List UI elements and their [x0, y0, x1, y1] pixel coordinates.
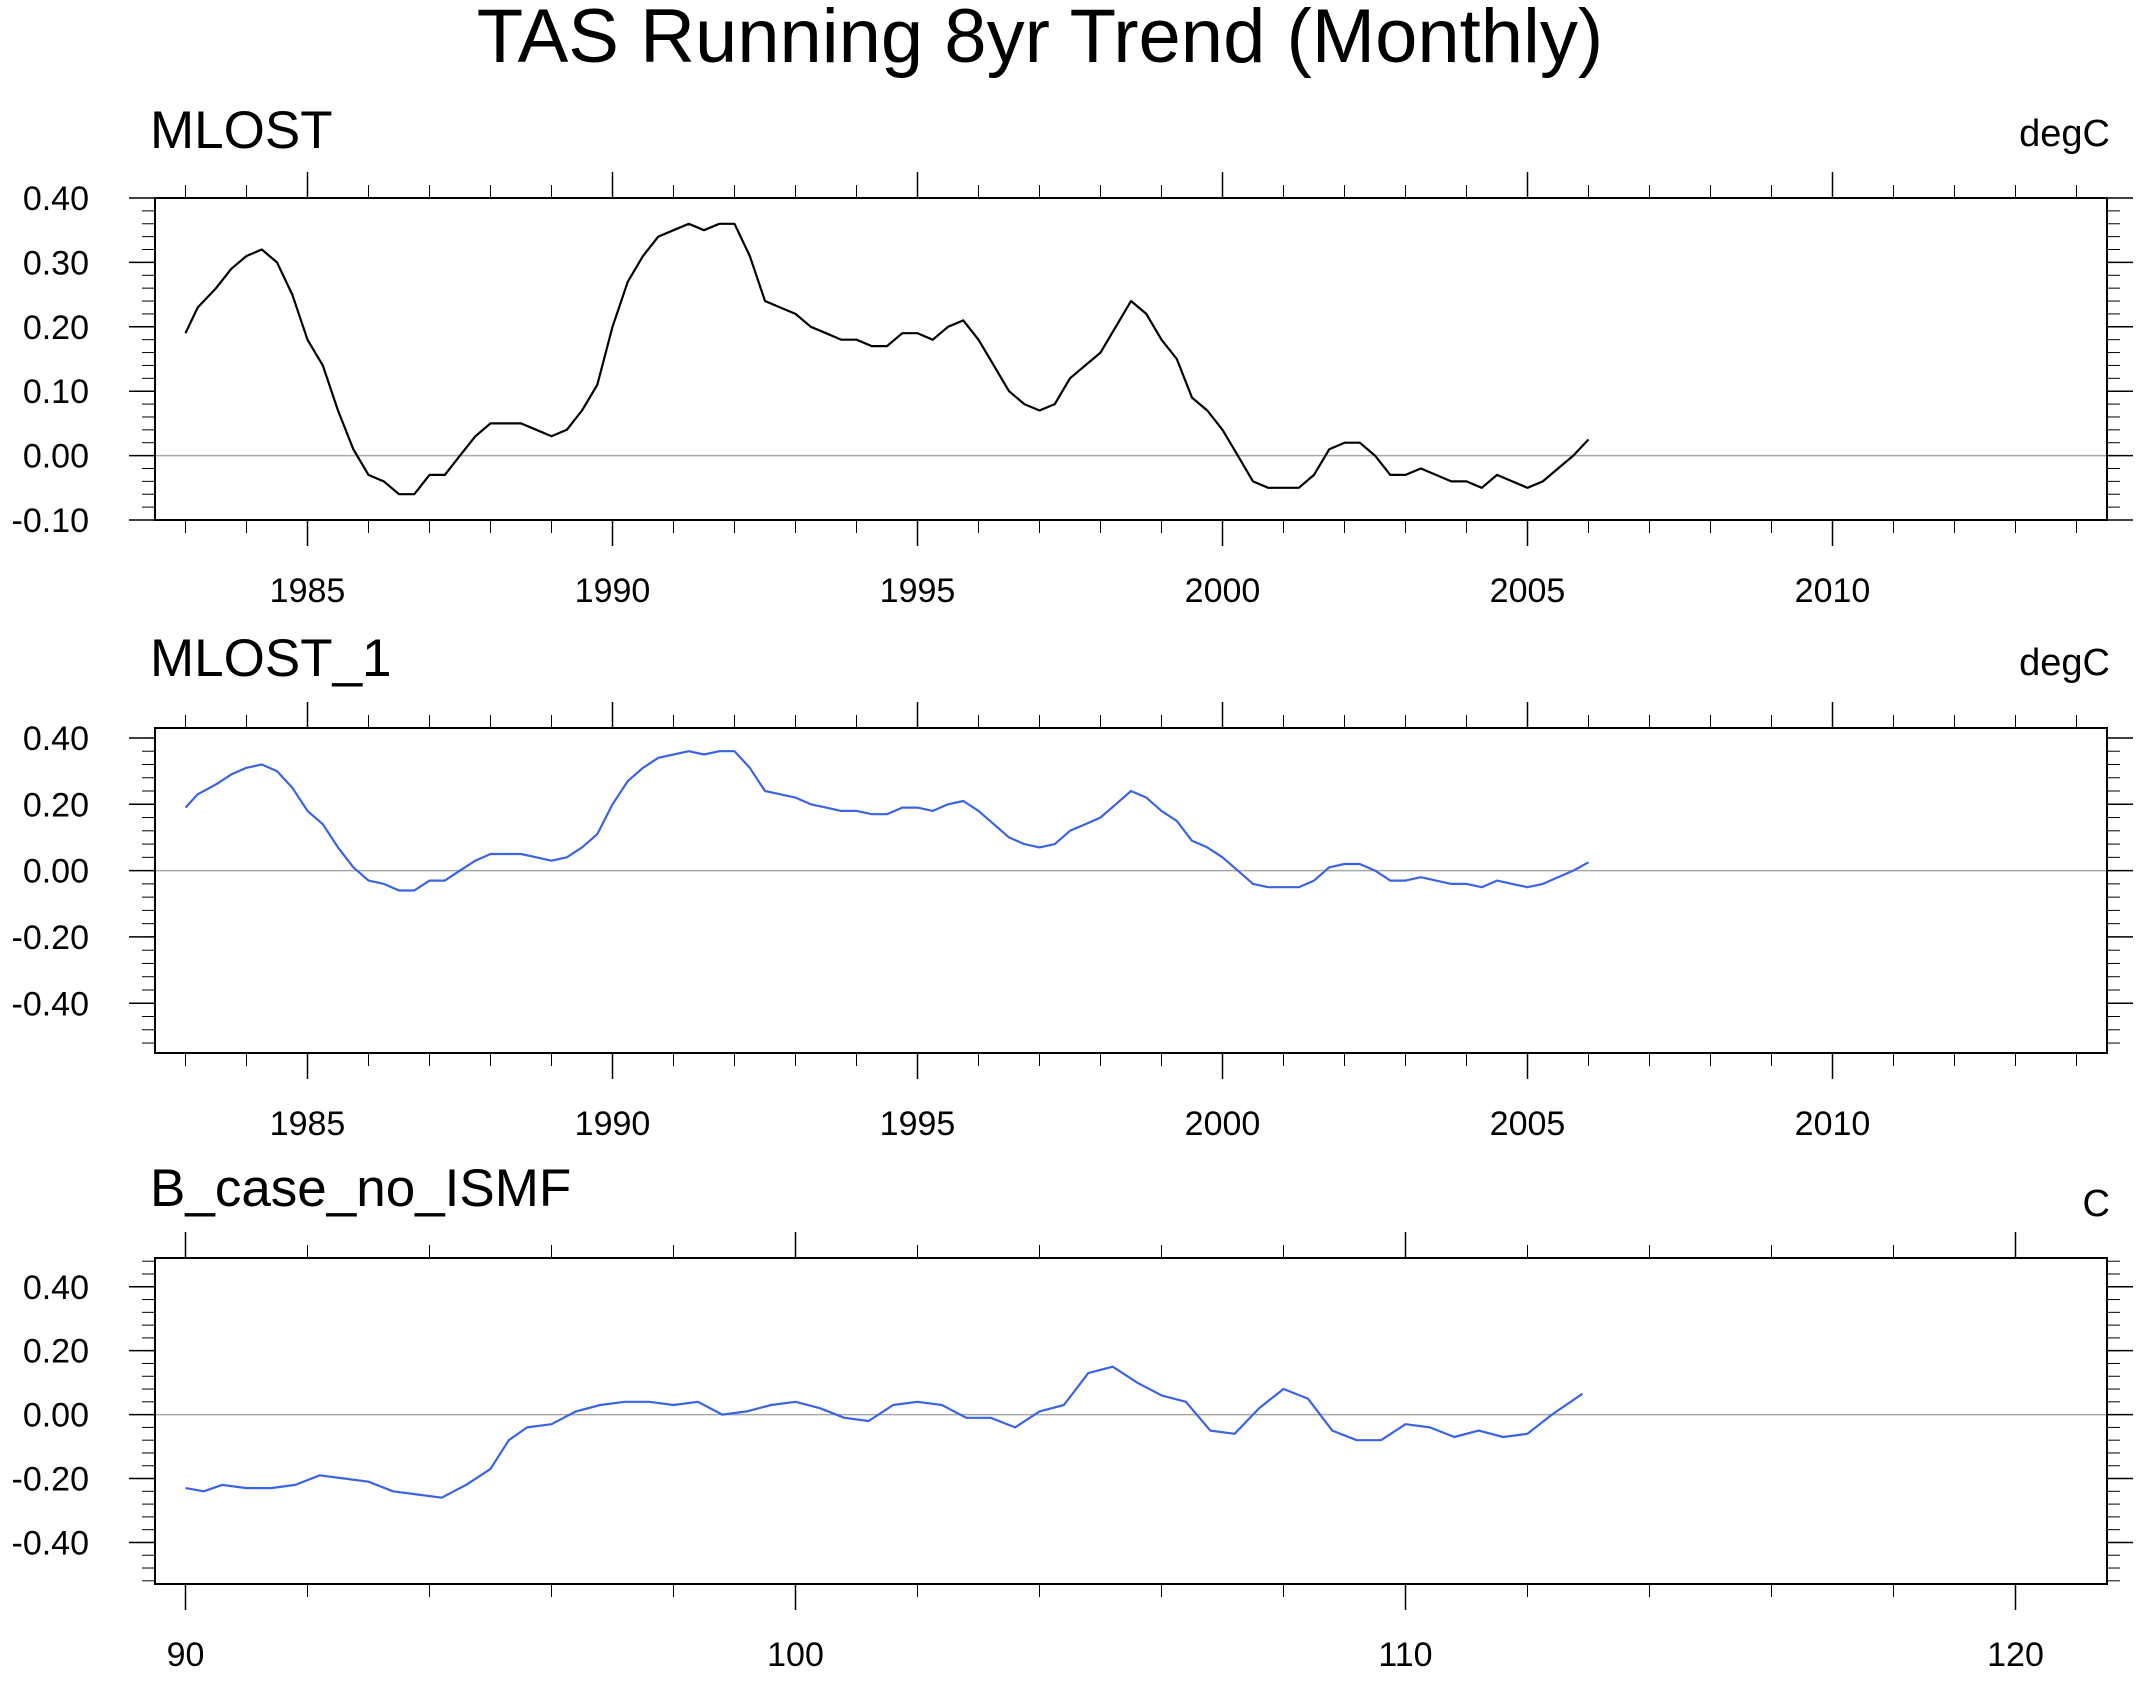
series-line	[185, 1365, 1584, 1499]
plot-frame	[154, 1257, 2108, 1585]
x-tick-label: 2000	[1185, 1105, 1261, 1143]
panel-mlost-1: MLOST_1 degC -0.40 -0.20 0.00 0.20 0.40 1985 1…	[12, 629, 2133, 1143]
y-tick-label: 0.40	[23, 1269, 89, 1307]
x-tick-label: 90	[167, 1636, 205, 1674]
y-tick-label: 0.20	[23, 1333, 89, 1371]
x-tick-label: 100	[767, 1636, 824, 1674]
panel-units: degC	[2019, 642, 2110, 684]
y-tick-label: 0.00	[23, 1397, 89, 1435]
y-tick-label: -0.40	[12, 985, 90, 1023]
x-tick-label: 110	[1378, 1636, 1432, 1674]
y-tick-label: 0.10	[23, 373, 89, 411]
y-tick-label: -0.40	[12, 1524, 90, 1562]
x-tick-label: 1985	[270, 572, 346, 610]
x-tick-label: 2010	[1795, 572, 1871, 610]
x-tick-label: 1985	[270, 1105, 346, 1143]
plot-frame	[154, 727, 2108, 1054]
panel-title: MLOST_1	[150, 629, 392, 688]
figure-title: TAS Running 8yr Trend (Monthly)	[477, 0, 1603, 79]
panel-title: B_case_no_ISMF	[150, 1159, 571, 1218]
y-tick-label: -0.20	[12, 1461, 90, 1499]
x-tick-label: 1995	[880, 1105, 956, 1143]
y-tick-label: -0.10	[12, 502, 90, 540]
panel-title: MLOST	[150, 101, 333, 160]
y-tick-label: 0.00	[23, 853, 89, 891]
series-line	[184, 750, 1590, 892]
x-tick-label: 1990	[575, 572, 651, 610]
x-tick-label: 1990	[575, 1105, 651, 1143]
y-tick-label: 0.20	[23, 309, 89, 347]
x-tick-label: 120	[1987, 1636, 2044, 1674]
series-line	[184, 222, 1590, 496]
y-tick-label: 0.40	[23, 720, 89, 758]
x-tick-label: 2005	[1490, 572, 1566, 610]
x-tick-label: 2000	[1185, 572, 1261, 610]
y-tick-label: -0.20	[12, 919, 90, 957]
y-tick-label: 0.40	[23, 180, 89, 218]
x-tick-label: 2005	[1490, 1105, 1566, 1143]
x-tick-label: 1995	[880, 572, 956, 610]
x-tick-label: 2010	[1795, 1105, 1871, 1143]
y-tick-label: 0.20	[23, 786, 89, 824]
y-tick-label: 0.00	[23, 438, 89, 476]
panel-units: degC	[2019, 113, 2110, 155]
panel-units: C	[2083, 1183, 2110, 1225]
panel-b-case-no-ismf: B_case_no_ISMF C -0.40 -0.20 0.00 0.20 0.40 9…	[12, 1159, 2133, 1674]
y-tick-label: 0.30	[23, 244, 89, 282]
panel-mlost: MLOST degC -0.10 0.00 0.10 0.20 0.30 0.40 1985…	[12, 101, 2133, 610]
plot-frame	[154, 197, 2108, 521]
